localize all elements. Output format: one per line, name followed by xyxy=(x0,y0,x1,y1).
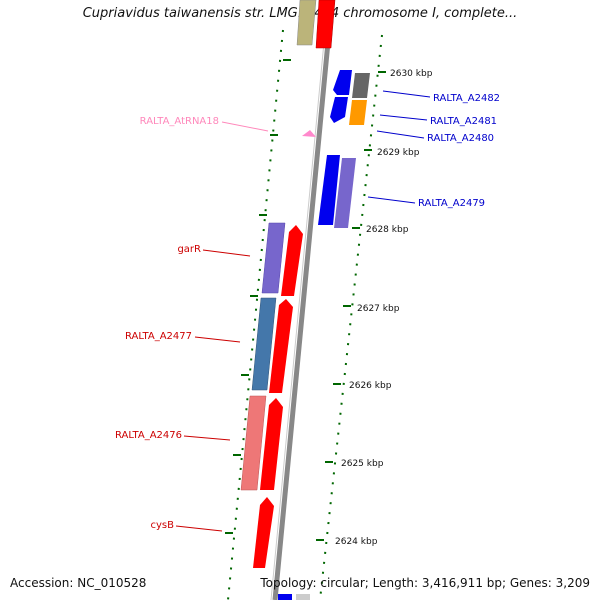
gene-label-garR: garR xyxy=(177,244,201,255)
gene-RALTA_A2479-a xyxy=(318,155,340,225)
major-ticks xyxy=(316,71,386,541)
gene-label-RALTA_A2477: RALTA_A2477 xyxy=(125,331,192,342)
gene-olive-partial xyxy=(296,0,317,46)
gene-labels: RALTA_A2482 RALTA_A2481 RALTA_A2480 RALT… xyxy=(115,93,500,531)
gene-RALTA_A2479-b xyxy=(334,158,356,228)
gene-RALTA_A2482-b xyxy=(352,73,370,98)
inner-major-ticks xyxy=(225,59,291,534)
gene-label-RALTA_A2476: RALTA_A2476 xyxy=(115,430,182,441)
backbone xyxy=(270,0,335,600)
top-partial-genes xyxy=(296,0,336,49)
inner-tick-track xyxy=(227,29,284,600)
gene-label-cysB: cysB xyxy=(151,520,175,531)
gene-label-RALTA_A2482: RALTA_A2482 xyxy=(433,93,500,104)
scale-label: 2626 kbp xyxy=(349,381,392,391)
accession-text: Accession: NC_010528 xyxy=(10,576,147,590)
gene-RALTA_A2476-red xyxy=(260,398,283,490)
gene-blue-partial xyxy=(278,594,292,600)
gene-label-RALTA_A2479: RALTA_A2479 xyxy=(418,198,485,209)
gene-cysB-red xyxy=(253,497,274,568)
gene-red-partial xyxy=(315,0,336,49)
scale-label: 2627 kbp xyxy=(357,304,400,314)
summary-text: Topology: circular; Length: 3,416,911 bp… xyxy=(260,576,590,590)
scale-label: 2628 kbp xyxy=(366,225,409,235)
gene-garR-red xyxy=(281,225,303,296)
forward-genes xyxy=(240,222,303,568)
gene-RALTA_A2481 xyxy=(330,97,348,123)
gene-garR-purple xyxy=(261,222,286,294)
scale-label: 2630 kbp xyxy=(390,69,433,79)
scale-label: 2629 kbp xyxy=(377,148,420,158)
bottom-partial-genes xyxy=(278,594,310,600)
scale-label: 2625 kbp xyxy=(341,459,384,469)
trna-feature xyxy=(302,130,316,137)
gene-RALTA_A2476-pink xyxy=(240,395,267,491)
gene-RALTA_A2480 xyxy=(349,100,367,125)
gene-RALTA_A2482 xyxy=(333,70,352,95)
gene-RALTA_A2477-red xyxy=(269,299,293,393)
gene-label-RALTA_A2481: RALTA_A2481 xyxy=(430,116,497,127)
reverse-genes xyxy=(318,70,370,228)
gene-RALTA_A2477-blue xyxy=(251,297,277,391)
scale-label: 2624 kbp xyxy=(335,537,378,547)
gene-label-RALTA_A2480: RALTA_A2480 xyxy=(427,133,494,144)
gene-gray-partial xyxy=(296,594,310,600)
scale-labels: 2630 kbp 2629 kbp 2628 kbp 2627 kbp 2626… xyxy=(335,69,433,547)
leader-lines xyxy=(175,90,431,532)
gene-label-RALTA_AtRNA18: RALTA_AtRNA18 xyxy=(140,116,219,127)
